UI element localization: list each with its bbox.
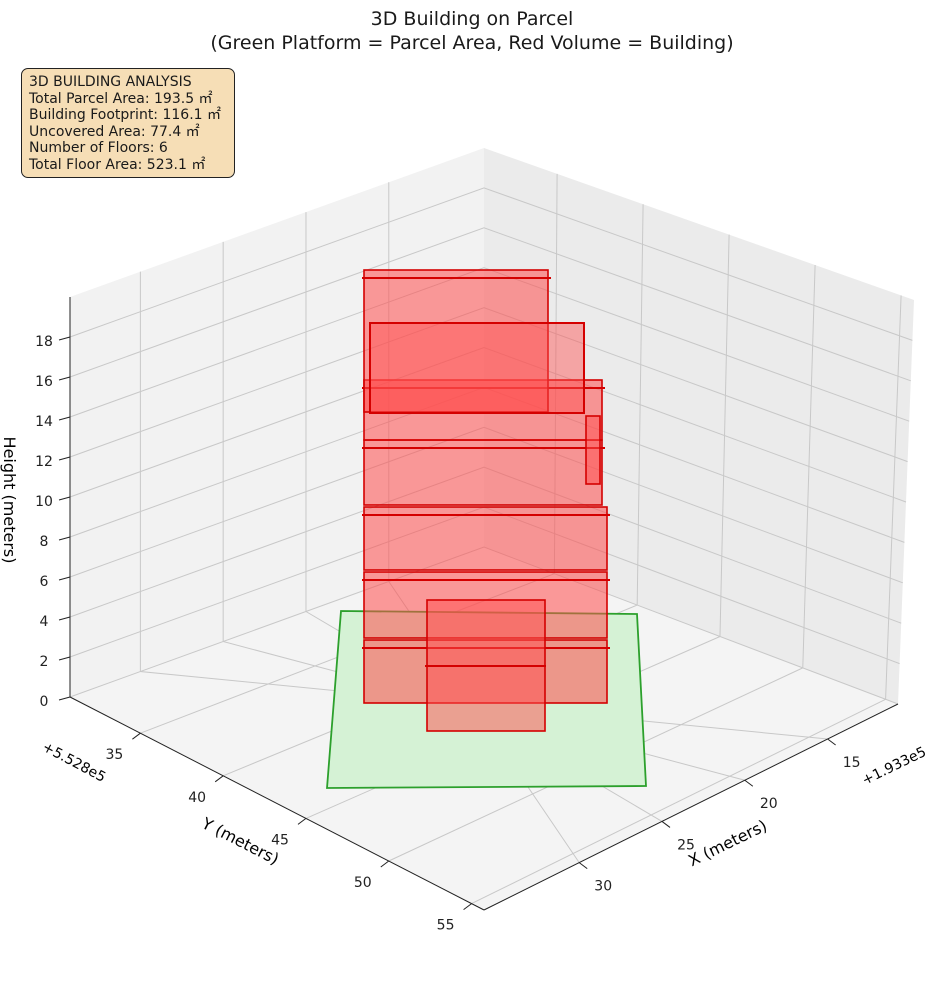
x-tick: [578, 862, 588, 870]
building-upper-step: [369, 322, 585, 414]
z-tick: [58, 536, 71, 541]
z-tick-label: 6: [40, 574, 49, 590]
info-line: 3D BUILDING ANALYSIS: [29, 74, 192, 90]
y-axis-line: [69, 696, 485, 911]
y-axis-label: Y (meters): [198, 813, 282, 868]
info-line: Total Floor Area: 523.1 ㎡: [29, 156, 206, 173]
x-tick-label: 30: [594, 879, 612, 895]
z-tick-label: 8: [40, 534, 49, 550]
z-tick: [58, 456, 71, 461]
building-floor: [363, 506, 608, 571]
z-tick: [58, 336, 71, 341]
y-gridline: [388, 265, 816, 862]
info-line: Number of Floors: 6: [29, 140, 168, 157]
x-tick: [827, 738, 836, 746]
info-line: Uncovered Area: 77.4 ㎡: [29, 123, 200, 140]
y-tick-label: 45: [271, 832, 289, 848]
y-tick-label: 35: [105, 747, 123, 763]
z-tick-label: 2: [40, 654, 49, 670]
building-volume: [362, 269, 610, 732]
y-tick: [463, 903, 472, 911]
x-axis-label: X (meters): [685, 816, 770, 870]
z-tick: [58, 576, 71, 581]
z-gridline: [69, 267, 910, 422]
z-tick: [58, 376, 71, 381]
x-tick-label: 20: [760, 796, 778, 812]
z-tick-label: 16: [35, 374, 53, 390]
z-tick-label: 0: [40, 694, 49, 710]
x-axis-line: [483, 703, 899, 911]
z-axis-label: Height (meters): [0, 437, 19, 564]
y-tick: [380, 860, 390, 868]
info-line: Building Footprint: 116.1 ㎡: [29, 107, 222, 124]
building-side-step: [585, 415, 601, 485]
z-tick: [58, 656, 71, 661]
y-offset-label: +5.528e5: [40, 739, 109, 786]
x-tick: [744, 779, 754, 787]
x-tick: [661, 821, 671, 828]
z-tick: [58, 616, 71, 621]
y-tick-label: 40: [188, 790, 206, 806]
info-line: Total Parcel Area: 193.5 ㎡: [29, 90, 213, 107]
x-tick-label: 15: [843, 755, 861, 771]
building-floor: [363, 269, 549, 413]
x-offset-label: +1.933e5: [860, 744, 929, 789]
y-tick: [214, 775, 224, 783]
y-tick-label: 50: [354, 875, 372, 891]
y-tick: [297, 818, 307, 825]
analysis-info-box: 3D BUILDING ANALYSIS Total Parcel Area: …: [21, 68, 235, 178]
z-tick: [58, 416, 71, 421]
z-gridline: [69, 187, 913, 341]
z-tick: [58, 696, 71, 701]
z-tick: [58, 496, 71, 501]
y-tick-label: 55: [437, 918, 455, 934]
chart-title: 3D Building on Parcel: [370, 8, 574, 30]
z-tick-label: 4: [40, 614, 49, 630]
chart-subtitle: (Green Platform = Parcel Area, Red Volum…: [210, 32, 734, 54]
z-tick-label: 12: [35, 454, 53, 470]
x-tick-label: 25: [677, 837, 695, 853]
y-tick: [132, 732, 141, 740]
ticks: 0 2 4 6 8 10 12 14 16 18 35 40 45 50 55 15 20 25 30: [35, 334, 860, 934]
building-floor: [363, 439, 603, 506]
y-gridline: [471, 295, 902, 905]
z-tick-label: 14: [35, 414, 53, 430]
z-gridline: [69, 227, 911, 382]
z-tick-label: 10: [35, 494, 53, 510]
z-tick-label: 18: [35, 334, 53, 350]
